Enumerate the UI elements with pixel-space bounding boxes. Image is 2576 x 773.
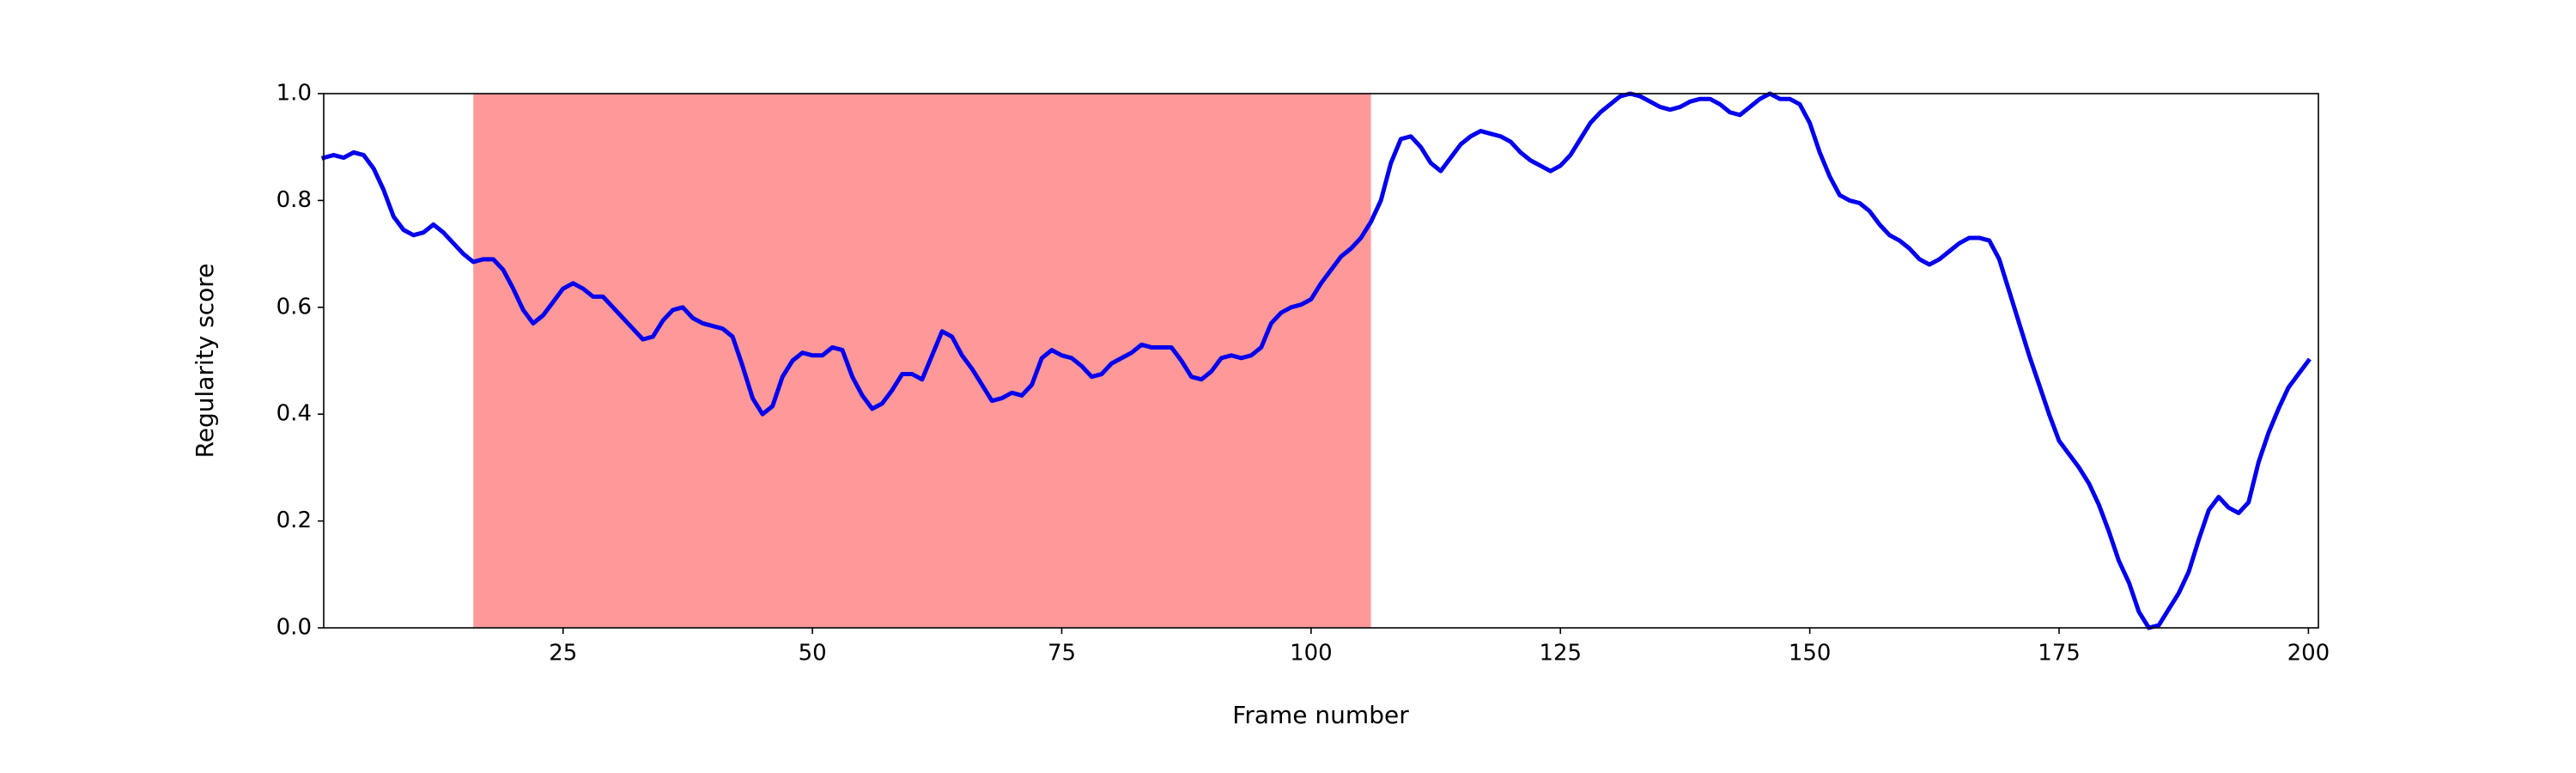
- shaded-region: [473, 94, 1371, 628]
- x-tick-label: 50: [799, 641, 827, 666]
- data-line: [320, 91, 2312, 630]
- plot-frame: [323, 93, 2319, 629]
- y-tick-label: 0.6: [276, 294, 312, 320]
- x-tick-label: 100: [1290, 641, 1333, 666]
- y-tick-label: 0.2: [276, 508, 312, 533]
- x-tick-label: 200: [2287, 641, 2330, 666]
- y-tick-label: 0.8: [276, 187, 312, 213]
- y-tick-label: 0.4: [276, 401, 312, 427]
- y-tick-label: 0.0: [276, 615, 312, 641]
- x-tick-label: 25: [549, 641, 577, 666]
- x-axis-label: Frame number: [1232, 701, 1409, 729]
- y-axis-label: Regularity score: [191, 264, 219, 459]
- x-tick-label: 175: [2038, 641, 2081, 666]
- x-tick-label: 150: [1789, 641, 1832, 666]
- y-tick-label: 1.0: [276, 81, 312, 107]
- x-tick-label: 125: [1539, 641, 1582, 666]
- x-tick-label: 75: [1048, 641, 1076, 666]
